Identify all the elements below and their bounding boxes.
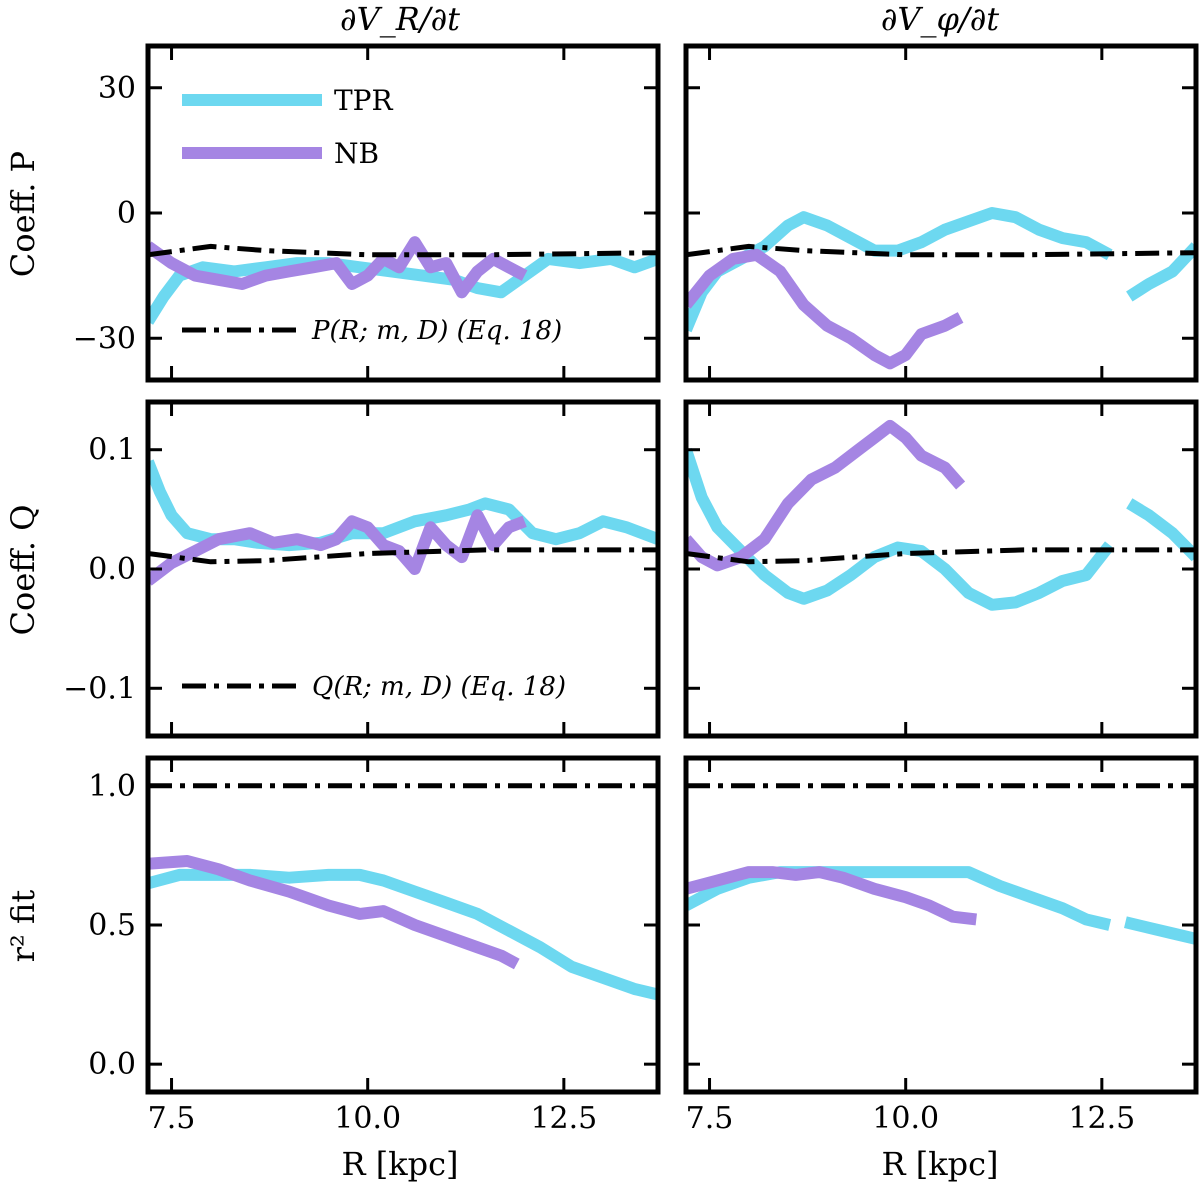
y-tick-label: 0.5 — [88, 908, 136, 943]
x-tick-label: 12.5 — [530, 1101, 597, 1136]
panel-coeff-q-vphi — [683, 399, 1199, 739]
y-tick-label: −30 — [73, 321, 136, 356]
y-tick-label: 0.1 — [88, 433, 136, 468]
nb-line — [686, 248, 964, 370]
ylabel-coeff-p: Coeff. P — [4, 151, 42, 277]
model-line — [686, 547, 1196, 565]
x-tick-label: 7.5 — [686, 1101, 734, 1136]
series-group — [686, 207, 1196, 370]
y-tick-label: 0.0 — [88, 1047, 136, 1082]
legend: TPR NB — [182, 84, 394, 170]
series-group — [686, 419, 1196, 611]
ylabel-coeff-q: Coeff. Q — [4, 505, 42, 636]
model-line — [148, 547, 658, 565]
nb-line — [148, 855, 520, 970]
tpr-line — [686, 207, 1113, 333]
nb-line — [686, 419, 966, 572]
series-group — [148, 236, 658, 325]
xlabel-left: R [kpc] — [341, 1145, 458, 1183]
legend-q-model-label: Q(R; m, D) (Eq. 18) — [312, 672, 566, 702]
x-tick-label: 10.0 — [872, 1101, 939, 1136]
xlabel-right: R [kpc] — [881, 1145, 998, 1183]
legend-nb-label: NB — [334, 137, 379, 170]
x-tick-label: 7.5 — [148, 1101, 196, 1136]
model-line — [148, 243, 658, 258]
tpr-line — [148, 868, 658, 1001]
legend-tpr-label: TPR — [334, 84, 394, 117]
series-group — [148, 459, 658, 586]
x-tick-label: 12.5 — [1068, 1101, 1135, 1136]
y-tick-label: 0 — [117, 196, 136, 231]
y-tick-label: −0.1 — [63, 671, 136, 706]
tpr-line — [1124, 916, 1196, 945]
y-tick-label: 0.0 — [88, 552, 136, 587]
panel-coeff-p-vphi — [683, 43, 1199, 383]
panel-r2-vphi: 7.5 10.0 12.5 — [683, 755, 1199, 1136]
y-tick-label: 1.0 — [88, 769, 136, 804]
nb-line — [148, 509, 527, 586]
model-line — [686, 243, 1196, 258]
series-group — [148, 783, 658, 1001]
tpr-line — [1126, 242, 1196, 302]
panel-r2-vr: 7.5 10.0 12.5 0.0 0.5 1.0 — [88, 755, 661, 1136]
column-title-vr: ∂V_R/∂t — [340, 0, 460, 38]
tpr-line — [148, 459, 658, 552]
tpr-line — [1126, 498, 1196, 562]
x-tick-label: 10.0 — [334, 1101, 401, 1136]
y-tick-label: 30 — [98, 71, 136, 106]
column-title-vphi: ∂V_φ/∂t — [881, 0, 999, 38]
ylabel-r2-fit: r² fit — [4, 890, 42, 963]
panel-coeff-p-vr: −30 0 30 — [73, 43, 661, 383]
nb-line — [148, 236, 528, 299]
tpr-line — [686, 447, 1115, 611]
series-group — [686, 783, 1196, 945]
panel-frame — [683, 755, 1199, 1095]
panel-coeff-q-vr: −0.1 0.0 0.1 — [63, 399, 661, 739]
legend-q-model: Q(R; m, D) (Eq. 18) — [182, 672, 566, 702]
nb-line — [686, 866, 977, 926]
tpr-line — [148, 252, 658, 325]
legend-p-model: P(R; m, D) (Eq. 18) — [182, 316, 562, 346]
legend-p-model-label: P(R; m, D) (Eq. 18) — [311, 316, 562, 346]
